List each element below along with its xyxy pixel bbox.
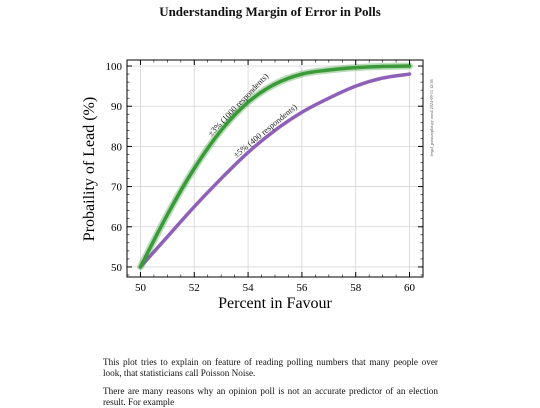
x-tick-label-3: 56 xyxy=(296,282,308,294)
x-tick-label-5: 60 xyxy=(404,282,416,294)
watermark: fergal_poissonplot.py rom4 2024-09-11 12… xyxy=(429,79,434,156)
series-line-0 xyxy=(138,64,412,269)
x-axis-label: Percent in Favour xyxy=(218,295,332,312)
tick-labels: 50 52 54 56 58 60 50 60 70 80 90 100 xyxy=(106,60,423,294)
x-tick-label-0: 50 xyxy=(135,282,147,294)
explanation-paragraph-2: There are many reasons why an opinion po… xyxy=(103,386,438,407)
x-tick-label-4: 58 xyxy=(350,282,362,294)
y-tick-label-2: 70 xyxy=(111,182,123,194)
x-tick-label-1: 52 xyxy=(189,282,200,294)
y-tick-label-3: 80 xyxy=(111,141,123,153)
series-lines xyxy=(136,62,414,271)
page-title: Understanding Margin of Error in Polls xyxy=(159,4,381,19)
y-tick-label-0: 50 xyxy=(111,262,123,274)
series-line-1 xyxy=(138,72,412,269)
explanation-paragraph-1: This plot tries to explain on feature of… xyxy=(103,357,438,378)
x-tick-label-2: 54 xyxy=(243,282,255,294)
plot-frame xyxy=(126,59,424,278)
y-tick-label-1: 60 xyxy=(111,222,123,234)
plot-area xyxy=(127,60,423,277)
y-tick-label-5: 100 xyxy=(106,61,123,73)
y-axis-label: Probaility of Lead (%) xyxy=(81,97,98,241)
y-tick-label-4: 90 xyxy=(111,101,123,113)
